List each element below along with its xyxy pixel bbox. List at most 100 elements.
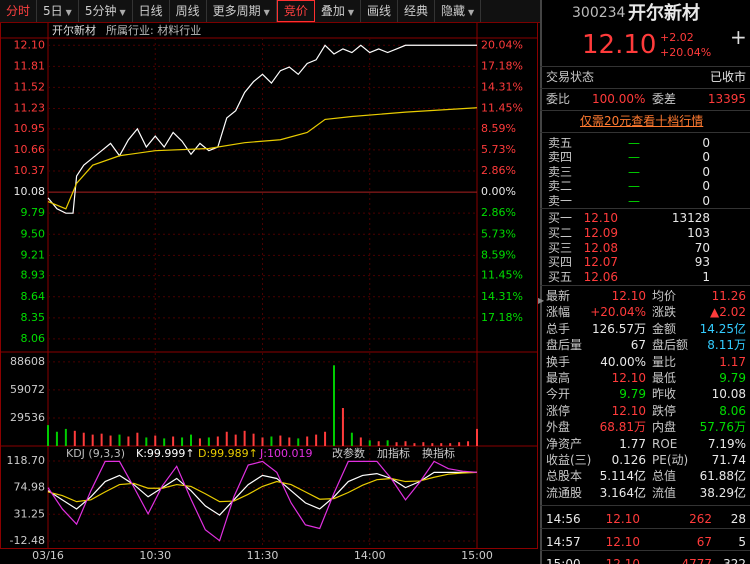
tab[interactable]: 叠加 ▼ — [315, 0, 361, 22]
price: 12.10 — [582, 30, 657, 60]
tick-price: 12.10 — [605, 534, 640, 549]
stat-value: 1.17 — [719, 354, 746, 369]
separator — [540, 208, 750, 209]
pct-label: 5.73% — [481, 143, 516, 156]
stat-value: 126.57万 — [592, 321, 646, 336]
volume-bar — [216, 436, 219, 446]
bid-label: 买五 — [548, 270, 573, 285]
stat-label: 量比 — [652, 354, 677, 369]
stat-value: 12.10 — [611, 289, 646, 303]
volume-bar — [82, 432, 85, 446]
y-tick-label: 9.50 — [21, 227, 46, 240]
tick-count: 322 — [723, 557, 746, 564]
y-tick-label: 8.64 — [21, 290, 46, 303]
ask-volume: 0 — [702, 136, 710, 150]
ask-volume: 0 — [702, 193, 710, 208]
legend-entry: J:100.019 — [259, 447, 312, 460]
stat-label: 金额 — [652, 321, 677, 336]
pct-label: 14.31% — [481, 290, 523, 303]
kdj-tick-label: -12.48 — [10, 534, 45, 547]
ask-label: 卖一 — [548, 193, 573, 208]
tab[interactable]: 经典 — [398, 0, 436, 22]
volume-bar — [109, 435, 112, 446]
dropdown-arrow: ▼ — [263, 8, 270, 17]
pct-label: 2.86% — [481, 206, 516, 219]
tab[interactable]: 日线 — [133, 0, 170, 22]
stat-value: 9.79 — [719, 371, 746, 385]
volume-bar — [341, 408, 344, 446]
ask-volume: 0 — [702, 164, 710, 179]
pct-label: 11.45% — [481, 102, 523, 115]
volume-bar — [297, 438, 300, 446]
bid-volume: 93 — [694, 255, 710, 270]
volume-bar — [198, 438, 201, 446]
stat-label: 总手 — [546, 321, 571, 336]
stat-value: 5.114亿 — [599, 469, 646, 484]
x-tick-label: 10:30 — [139, 549, 171, 562]
stat-value: 12.10 — [611, 371, 646, 385]
tab[interactable]: 画线 — [361, 0, 399, 22]
ratio-label: 委比 — [546, 92, 571, 106]
stat-label: 净资产 — [546, 436, 583, 451]
add-button[interactable]: + — [730, 25, 747, 49]
pct-label: 0.00% — [481, 185, 516, 198]
stat-label: 最新 — [546, 289, 571, 303]
bid-label: 买二 — [548, 225, 573, 240]
level2-link[interactable]: 仅需20元查看十档行情 — [580, 114, 704, 128]
tick-count: 5 — [738, 534, 746, 549]
tick-volume: 67 — [696, 534, 712, 549]
stat-value: 12.10 — [611, 403, 646, 418]
tab[interactable]: 5日 ▼ — [37, 0, 79, 22]
tab[interactable]: 更多周期 ▼ — [207, 0, 277, 22]
collapse-arrow[interactable]: ▶ — [538, 296, 545, 305]
y-tick-label: 10.08 — [14, 185, 46, 198]
tab[interactable]: 5分钟 ▼ — [79, 0, 133, 22]
pct-label: 8.59% — [481, 122, 516, 135]
stat-value: 8.06 — [719, 403, 746, 418]
volume-bar — [404, 441, 407, 446]
bid-label: 买三 — [548, 240, 573, 255]
separator — [540, 550, 750, 551]
stat-value: 10.08 — [711, 387, 746, 402]
kdj-line — [47, 471, 478, 503]
volume-bar — [100, 433, 103, 446]
stat-value: 3.164亿 — [599, 485, 646, 500]
y-tick-label: 9.79 — [21, 206, 46, 219]
tab[interactable]: 隐藏 ▼ — [435, 0, 482, 22]
volume-bar — [234, 434, 237, 446]
tab-label: 更多周期 — [212, 4, 261, 18]
tab[interactable]: 竞价 — [276, 0, 315, 22]
tab-label: 5分钟 — [84, 4, 117, 18]
volume-bar — [270, 436, 273, 446]
stat-value: 9.79 — [619, 387, 646, 402]
volume-bar — [413, 443, 416, 446]
bid-price: 12.06 — [583, 270, 618, 285]
volume-bar — [207, 437, 210, 446]
stat-value: 1.77 — [619, 436, 646, 451]
indicator-button[interactable]: 换指标 — [422, 446, 455, 460]
pct-label: 17.18% — [481, 311, 523, 324]
volume-bar — [315, 434, 318, 446]
y-tick-label: 11.52 — [14, 80, 46, 93]
tab[interactable]: 分时 — [0, 0, 38, 22]
stat-label: 收益(三) — [546, 453, 592, 467]
tick-price: 12.10 — [605, 557, 640, 564]
tab[interactable]: 周线 — [170, 0, 207, 22]
indicator-button[interactable]: 加指标 — [377, 446, 410, 460]
pct-label: 5.73% — [481, 227, 516, 240]
kdj-title: KDJ (9,3,3) — [66, 447, 125, 460]
ask-price: — — [628, 150, 640, 165]
y-tick-label: 8.06 — [21, 332, 46, 345]
y-tick-label: 11.23 — [14, 102, 46, 115]
separator — [540, 110, 750, 111]
separator — [540, 285, 750, 286]
volume-bar — [181, 437, 184, 446]
volume-tick-label: 59072 — [10, 383, 45, 396]
y-tick-label: 10.66 — [14, 143, 46, 156]
industry-label: 所属行业: 材料行业 — [106, 23, 201, 37]
stat-value: 71.74 — [711, 453, 746, 467]
indicator-button[interactable]: 改参数 — [332, 446, 365, 460]
bid-volume: 70 — [694, 240, 710, 255]
volume-bar — [440, 443, 443, 446]
